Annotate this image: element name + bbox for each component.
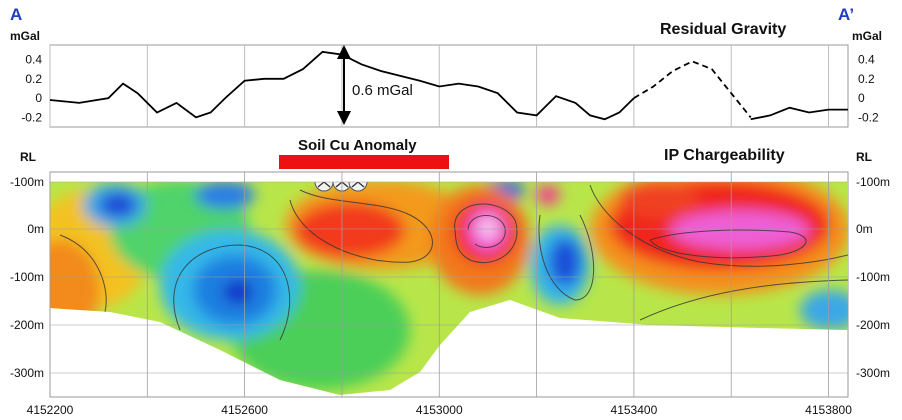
ip-chargeability-section <box>50 182 848 395</box>
gravity-plot-frame <box>49 44 849 128</box>
soil-anomaly-bar <box>279 155 449 169</box>
gravity-ytick-label: 0.2 <box>858 72 875 86</box>
gravity-ytick-label: 0.4 <box>25 52 42 66</box>
depth-tick-label: -100m <box>856 270 890 284</box>
depth-tick-label: -100m <box>856 175 890 189</box>
gravity-yticks-left: 0.4 0.2 0 -0.2 <box>21 52 42 124</box>
x-axis-ticks: 4152200 4152600 4153000 4153400 4153800 <box>27 403 853 417</box>
gravity-lines <box>49 50 848 121</box>
depth-tick-label: -200m <box>856 318 890 332</box>
x-tick-label: 4153000 <box>416 403 463 417</box>
gravity-title: Residual Gravity <box>660 21 786 38</box>
gravity-ytick-label: 0 <box>858 91 865 105</box>
depth-tick-label: -100m <box>10 270 44 284</box>
x-tick-label: 4153800 <box>805 403 852 417</box>
gravity-ytick-label: -0.2 <box>21 110 42 124</box>
ip-title: IP Chargeability <box>664 147 785 164</box>
rl-label-left: RL <box>20 150 36 164</box>
amplitude-annotation: 0.6 mGal <box>352 82 413 99</box>
depth-tick-label: 0m <box>27 222 44 236</box>
depth-ticks-left: -100m 0m -100m -200m -300m <box>10 175 44 380</box>
gravity-ytick-label: 0.2 <box>25 72 42 86</box>
depth-tick-label: -100m <box>10 175 44 189</box>
depth-tick-label: -300m <box>856 366 890 380</box>
x-tick-label: 4153400 <box>611 403 658 417</box>
depth-tick-label: -200m <box>10 318 44 332</box>
x-tick-label: 4152600 <box>221 403 268 417</box>
soil-anomaly-label: Soil Cu Anomaly <box>298 137 417 154</box>
gravity-ytick-label: 0 <box>35 91 42 105</box>
gravity-unit-left: mGal <box>10 29 40 43</box>
section-grid <box>49 172 848 397</box>
rl-label-right: RL <box>856 150 872 164</box>
depth-tick-label: 0m <box>856 222 873 236</box>
gravity-yticks-right: 0.4 0.2 0 -0.2 <box>858 52 879 124</box>
section-end-label: A’ <box>838 5 854 24</box>
gravity-series-line <box>633 60 752 118</box>
gravity-ytick-label: 0.4 <box>858 52 875 66</box>
gravity-ytick-label: -0.2 <box>858 110 879 124</box>
gravity-series-line <box>750 106 848 121</box>
gravity-series-line <box>49 50 635 121</box>
gravity-unit-right: mGal <box>852 29 882 43</box>
x-tick-label: 4152200 <box>27 403 74 417</box>
depth-tick-label: -300m <box>10 366 44 380</box>
depth-ticks-right: -100m 0m -100m -200m -300m <box>856 175 890 380</box>
section-start-label: A <box>10 5 22 24</box>
